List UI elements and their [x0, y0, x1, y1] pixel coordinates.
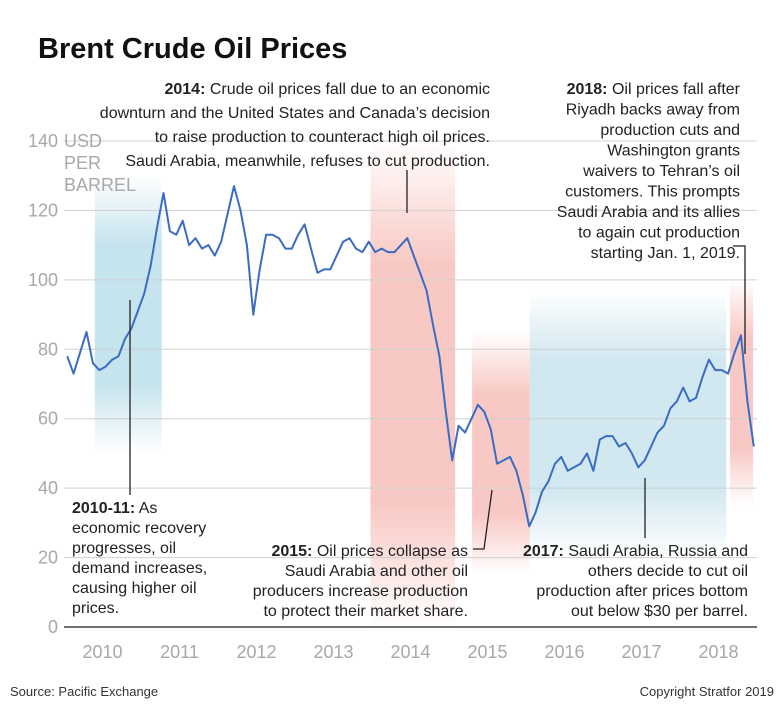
y-tick-label: 100 — [28, 270, 58, 290]
annotation-text: producers increase production — [253, 583, 468, 600]
annotation-line: producers increase production — [253, 583, 468, 600]
annotation-line: causing higher oil — [72, 580, 197, 597]
annotation-line: starting Jan. 1, 2019. — [591, 245, 740, 262]
annotation-label: 2017: — [523, 543, 564, 560]
y-tick-label: 80 — [38, 339, 58, 359]
annotation-line: waivers to Tehran’s oil — [582, 163, 740, 180]
annotation-line: demand increases, — [72, 560, 207, 577]
highlight-band — [370, 141, 456, 627]
x-tick-label: 2010 — [82, 642, 122, 662]
annotation-text: As — [139, 500, 158, 517]
annotation-text: to raise production to counteract high o… — [155, 129, 490, 146]
x-tick-label: 2013 — [313, 642, 353, 662]
y-tick-label: 0 — [48, 617, 58, 637]
annotation-line: out below $30 per barrel. — [571, 603, 748, 620]
y-tick-label: 20 — [38, 548, 58, 568]
annotation-line: Riyadh backs away from — [566, 102, 740, 119]
annotation-text: out below $30 per barrel. — [571, 603, 748, 620]
x-tick-label: 2011 — [160, 642, 199, 662]
annotation-text: Riyadh backs away from — [566, 102, 740, 119]
annotation-text: Oil prices fall after — [612, 81, 741, 98]
annotation-text: production after prices bottom — [536, 583, 748, 600]
annotation-line: economic recovery — [72, 520, 206, 537]
annotation-text: progresses, oil — [72, 540, 176, 557]
y-tick-label: 140 — [28, 131, 58, 151]
annotation-text: production cuts and — [600, 122, 740, 139]
annotation-line: Saudi Arabia and its allies — [557, 204, 740, 221]
annotation-text: Oil prices collapse as — [317, 543, 468, 560]
annotation-line: Washington grants — [607, 143, 740, 160]
x-tick-label: 2017 — [621, 642, 661, 662]
annotation-line: to again cut production — [578, 225, 740, 242]
annotation-line: 2018: Oil prices fall after — [567, 81, 741, 98]
annotation-text: Saudi Arabia, Russia and — [568, 543, 748, 560]
y-axis-label: USD — [64, 131, 102, 151]
x-tick-label: 2015 — [467, 642, 507, 662]
highlight-band — [529, 290, 727, 558]
annotation-line: Saudi Arabia and other oil — [285, 563, 468, 580]
annotation-line: progresses, oil — [72, 540, 176, 557]
annotation-line: prices. — [72, 600, 119, 617]
highlight-band — [472, 331, 530, 575]
annotation-line: Saudi Arabia, meanwhile, refuses to cut … — [125, 153, 490, 170]
x-tick-label: 2012 — [236, 642, 276, 662]
annotation-text: demand increases, — [72, 560, 207, 577]
price-line — [66, 185, 755, 528]
annotation-label: 2018: — [567, 81, 608, 98]
source: Source: Pacific Exchange — [10, 684, 158, 699]
x-tick-label: 2016 — [544, 642, 584, 662]
y-tick-label: 120 — [28, 200, 58, 220]
annotation-text: causing higher oil — [72, 580, 197, 597]
y-axis-label: PER — [64, 153, 101, 173]
annotation-line: production after prices bottom — [536, 583, 748, 600]
annotation-text: customers. This prompts — [565, 184, 740, 201]
annotation-label: 2014: — [164, 81, 205, 98]
y-tick-label: 60 — [38, 409, 58, 429]
annotation-pointer — [473, 489, 493, 550]
annotation-line: 2014: Crude oil prices fall due to an ec… — [164, 81, 490, 98]
annotation-line: production cuts and — [600, 122, 740, 139]
annotation-line: customers. This prompts — [565, 184, 740, 201]
annotation-text: Crude oil prices fall due to an economic — [210, 81, 490, 98]
y-axis-label: BARREL — [64, 175, 136, 195]
highlight-band — [94, 175, 162, 454]
annotation-text: others decide to cut oil — [588, 563, 748, 580]
annotation-line: to raise production to counteract high o… — [155, 129, 490, 146]
x-tick-label: 2018 — [698, 642, 738, 662]
annotation-line: 2015: Oil prices collapse as — [271, 543, 468, 560]
annotation-text: to again cut production — [578, 225, 740, 242]
annotation-text: Saudi Arabia and other oil — [285, 563, 468, 580]
annotation-line: downturn and the United States and Canad… — [100, 105, 490, 122]
annotation-text: Saudi Arabia, meanwhile, refuses to cut … — [125, 153, 490, 170]
chart-title: Brent Crude Oil Prices — [38, 33, 347, 65]
annotation-line: others decide to cut oil — [588, 563, 748, 580]
y-tick-label: 40 — [38, 478, 58, 498]
annotation-text: waivers to Tehran’s oil — [582, 163, 740, 180]
annotation-label: 2010-11: — [72, 500, 135, 517]
annotation-line: to protect their market share. — [263, 603, 468, 620]
annotation-label: 2015: — [271, 543, 312, 560]
annotation-text: starting Jan. 1, 2019. — [591, 245, 740, 262]
annotation-line: 2010-11: As — [72, 500, 157, 517]
copyright: Copyright Stratfor 2019 — [640, 684, 774, 699]
annotation-text: downturn and the United States and Canad… — [100, 105, 490, 122]
annotation-pointer — [733, 245, 746, 354]
annotation-text: economic recovery — [72, 520, 206, 537]
x-tick-label: 2014 — [390, 642, 430, 662]
annotation-text: Saudi Arabia and its allies — [557, 204, 740, 221]
annotation-text: Washington grants — [607, 143, 740, 160]
annotation-text: to protect their market share. — [263, 603, 468, 620]
highlight-band — [730, 279, 754, 506]
annotation-text: prices. — [72, 600, 119, 617]
annotation-line: 2017: Saudi Arabia, Russia and — [523, 543, 748, 560]
